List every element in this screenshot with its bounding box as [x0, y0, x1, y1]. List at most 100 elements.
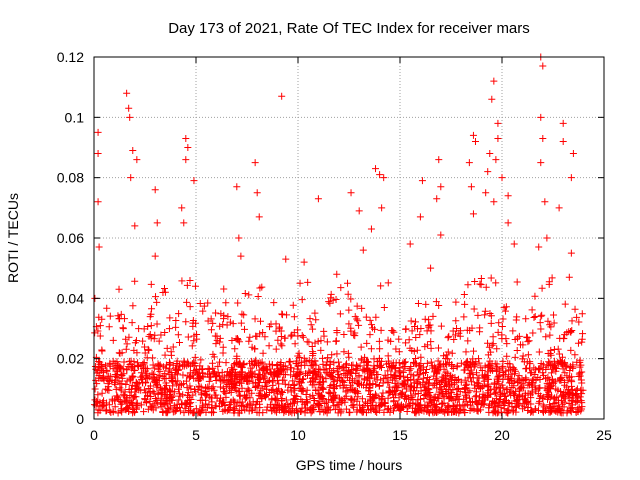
data-point — [464, 337, 472, 345]
data-point — [190, 367, 198, 375]
y-tick-label: 0.06 — [57, 230, 84, 246]
data-point — [255, 378, 263, 386]
data-point — [257, 317, 265, 325]
data-point — [304, 399, 312, 407]
data-point — [438, 373, 446, 381]
data-point — [122, 381, 130, 389]
data-point — [397, 405, 405, 413]
data-point — [256, 359, 264, 367]
data-point — [485, 362, 493, 370]
data-point — [241, 325, 249, 333]
data-point — [155, 362, 163, 370]
data-point — [452, 317, 460, 325]
data-point — [561, 369, 569, 377]
data-point — [183, 384, 191, 392]
data-point — [135, 325, 143, 333]
data-point-peak — [543, 234, 551, 242]
data-point — [449, 327, 457, 335]
data-point — [362, 313, 370, 321]
data-point — [335, 405, 343, 413]
data-point — [563, 407, 571, 415]
data-point — [493, 345, 501, 353]
data-point — [130, 358, 138, 366]
data-point — [472, 392, 480, 400]
data-point — [141, 349, 149, 357]
data-point — [337, 284, 345, 292]
data-point — [536, 384, 544, 392]
data-point — [560, 403, 568, 411]
data-point — [446, 393, 454, 401]
data-point — [510, 365, 518, 373]
data-point — [194, 385, 202, 393]
data-point — [407, 370, 415, 378]
data-point — [252, 356, 260, 364]
data-point — [487, 274, 495, 282]
data-point — [544, 373, 552, 381]
data-point — [301, 409, 309, 417]
data-point — [553, 393, 561, 401]
data-point — [228, 380, 236, 388]
data-point — [325, 365, 333, 373]
data-point — [196, 409, 204, 417]
data-point — [450, 381, 458, 389]
data-point — [395, 335, 403, 343]
data-point — [395, 359, 403, 367]
data-point — [259, 329, 267, 337]
data-point-peak — [494, 134, 502, 142]
data-point — [522, 315, 530, 323]
data-point — [227, 370, 235, 378]
data-point — [523, 364, 531, 372]
data-point — [425, 323, 433, 331]
data-point — [414, 299, 422, 307]
data-point — [278, 342, 286, 350]
data-point — [166, 314, 174, 322]
data-point — [294, 326, 302, 334]
data-point — [450, 404, 458, 412]
data-point — [105, 323, 113, 331]
data-point — [456, 388, 464, 396]
data-point-peak — [182, 156, 190, 164]
data-point — [231, 345, 239, 353]
data-point — [173, 370, 181, 378]
data-point — [113, 370, 121, 378]
data-point — [452, 298, 460, 306]
data-point — [525, 381, 533, 389]
x-tick-label: 5 — [192, 427, 200, 443]
data-point — [519, 405, 527, 413]
data-point — [345, 320, 353, 328]
data-point — [241, 406, 249, 414]
data-point-peak — [95, 243, 103, 251]
data-point — [499, 315, 507, 323]
data-point — [366, 316, 374, 324]
data-point — [296, 370, 304, 378]
data-point — [291, 340, 299, 348]
data-point — [100, 376, 108, 384]
data-point — [347, 369, 355, 377]
data-point — [175, 385, 183, 393]
data-point — [102, 385, 110, 393]
data-point — [461, 384, 469, 392]
data-point — [578, 390, 586, 398]
data-point-peak — [427, 264, 435, 272]
data-point — [438, 400, 446, 408]
data-point — [272, 345, 280, 353]
data-point — [519, 341, 527, 349]
data-point — [164, 405, 172, 413]
data-point — [377, 361, 385, 369]
data-point — [474, 379, 482, 387]
data-point — [216, 358, 224, 366]
data-point — [391, 403, 399, 411]
data-point — [337, 407, 345, 415]
data-point — [368, 324, 376, 332]
data-point — [357, 355, 365, 363]
data-point — [425, 409, 433, 417]
data-point — [512, 402, 520, 410]
data-point — [114, 312, 122, 320]
data-point — [404, 377, 412, 385]
data-point — [234, 299, 242, 307]
x-axis-label: GPS time / hours — [296, 457, 403, 473]
data-point — [182, 401, 190, 409]
data-point — [434, 357, 442, 365]
data-point — [220, 377, 228, 385]
data-point — [475, 355, 483, 363]
